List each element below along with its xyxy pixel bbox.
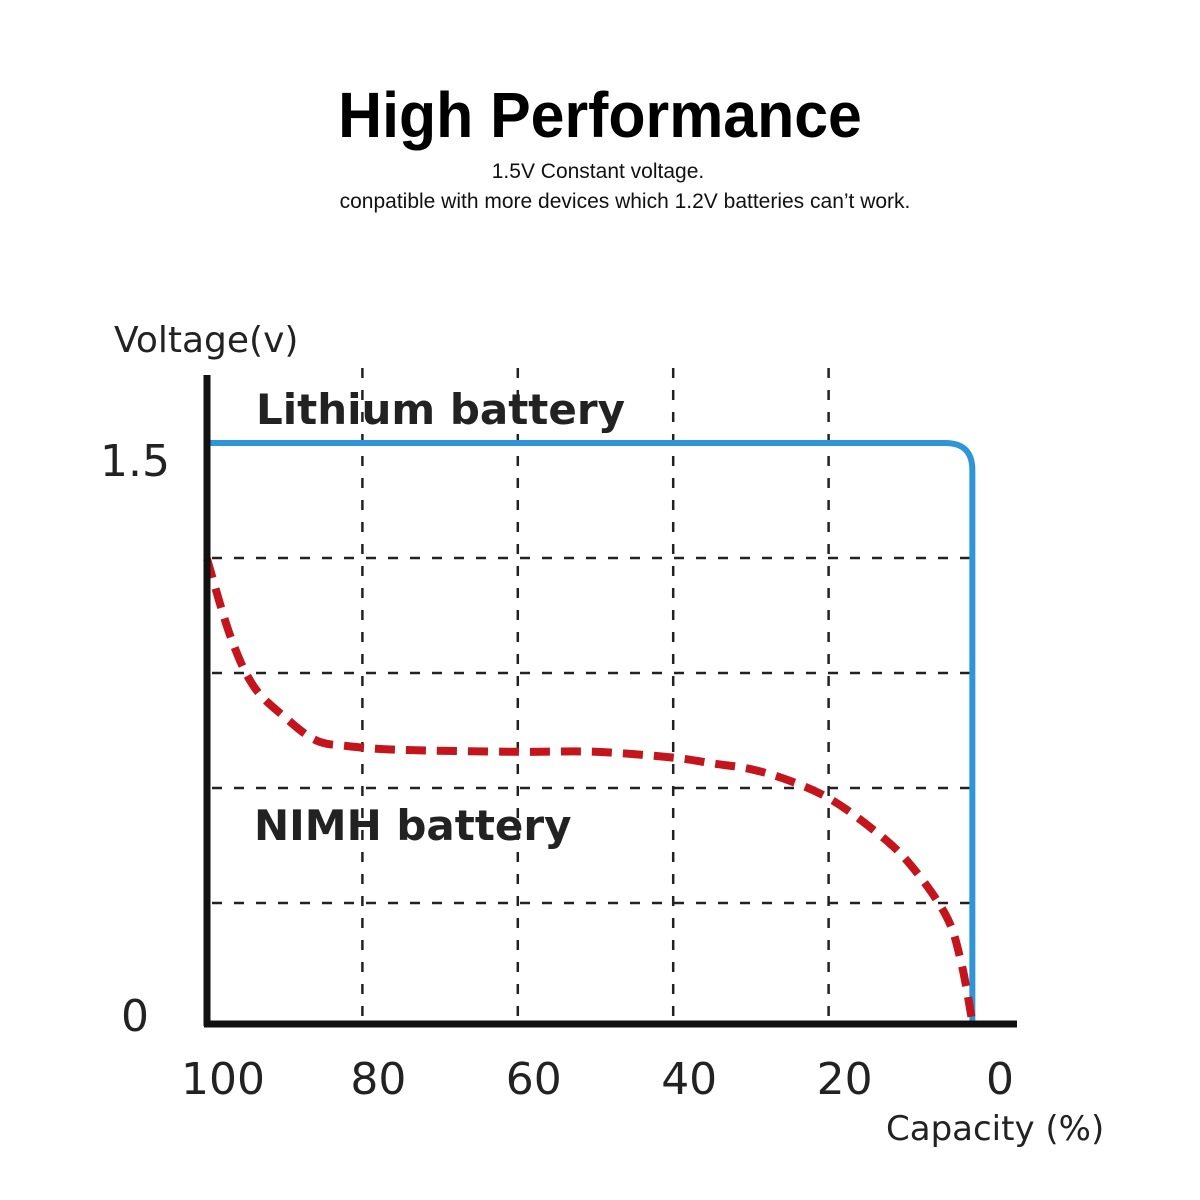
series-label-lithium: Lithium battery [256, 385, 625, 434]
subtitle-line-2: conpatible with more devices which 1.2V … [339, 190, 911, 213]
y-axis-label: Voltage(v) [114, 320, 298, 361]
tick-labels: 100 80 60 40 20 0 1.5 0 [100, 436, 1014, 1105]
y-tick-label-1.5: 1.5 [100, 436, 170, 487]
grid-lines [212, 368, 975, 1022]
series-label-nimh: NIMH battery [254, 801, 571, 850]
subtitle-line-1: 1.5V Constant voltage. [491, 160, 705, 183]
y-tick-label-0: 0 [121, 991, 149, 1042]
series-lines [203, 440, 977, 1023]
x-tick-label-20: 20 [817, 1054, 873, 1105]
page-title: High Performance [338, 79, 862, 151]
x-tick-label-80: 80 [350, 1054, 406, 1105]
series-line-lithium [207, 440, 976, 1022]
x-axis-label: Capacity (%) [886, 1109, 1104, 1149]
x-tick-label-60: 60 [506, 1054, 562, 1105]
x-tick-label-100: 100 [181, 1054, 265, 1105]
axes [203, 375, 1017, 1028]
x-tick-label-0: 0 [986, 1054, 1014, 1105]
series-line-nimh [203, 557, 977, 1023]
x-tick-label-40: 40 [661, 1054, 717, 1105]
